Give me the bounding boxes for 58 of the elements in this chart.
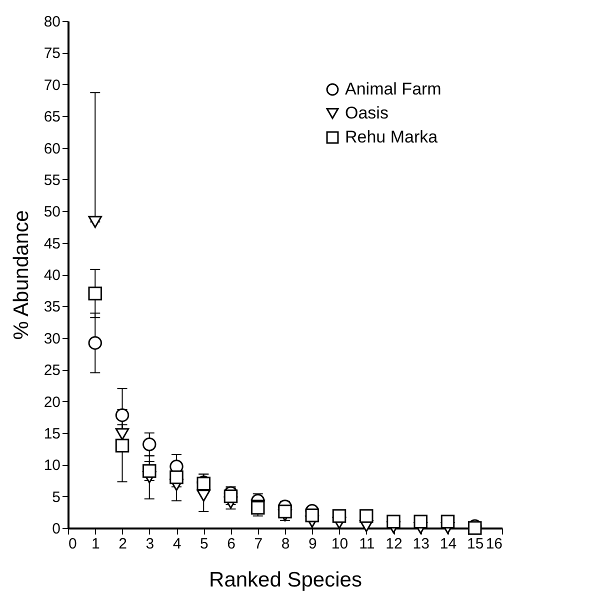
point [224,489,238,504]
y-tick-label: 20 [44,394,60,411]
point [305,508,319,522]
x-tick-label: 4 [172,536,182,552]
x-tick-label: 12 [386,536,402,552]
y-axis-title: % Abundance [10,210,33,340]
y-tick-label: 75 [44,45,60,62]
point [278,504,292,518]
y-tick-label: 55 [44,172,60,189]
y-tick-label: 30 [44,330,60,348]
point [142,437,156,452]
x-tick-label: 7 [254,536,263,552]
x-tick-label: 15 [467,536,484,552]
point [360,509,374,523]
y-tick-label: 60 [44,140,60,158]
point [88,336,102,350]
y-tick-label: 65 [44,108,60,126]
y-tick-label: 35 [44,298,60,316]
point [386,514,400,529]
x-tick-label: 10 [331,536,348,552]
legend-label: Oasis [345,104,388,122]
point [115,438,130,452]
x-tick-label: 1 [91,536,100,552]
legend-label: Rehu Marka [345,128,438,146]
y-tick-label: 0 [52,520,60,538]
point [115,428,130,440]
x-tick-label: 14 [440,536,457,552]
x-tick-label: 2 [118,536,127,552]
y-tick-label: 25 [44,362,60,380]
y-tick-label: 45 [44,235,60,252]
x-tick-label: 16 [486,536,502,552]
y-tick-label: 80 [44,14,60,30]
x-tick-label: 6 [227,536,236,552]
point [440,514,455,529]
point [196,490,210,502]
point [170,470,184,484]
x-tick-label: 0 [68,536,77,552]
x-tick-label: 5 [200,536,208,552]
x-tick-label: 13 [412,536,430,552]
y-tick-label: 5 [52,488,60,506]
x-tick-label: 8 [281,536,290,552]
x-tick-label: 3 [146,536,154,552]
x-axis-title: Ranked Species [209,568,362,592]
y-tick-label: 10 [44,457,60,474]
point [142,464,156,478]
y-tick-label: 40 [44,267,60,284]
x-tick-label: 9 [308,536,317,552]
y-tick-label: 50 [44,204,60,221]
x-tick-label: 11 [359,536,375,552]
point [88,216,102,228]
point [332,509,346,523]
point [196,476,210,491]
point [115,408,130,422]
point [414,514,428,529]
y-tick-label: 70 [44,76,60,94]
y-tick-label: 15 [44,425,60,442]
point [88,286,102,300]
legend-label: Animal Farm [345,80,442,98]
